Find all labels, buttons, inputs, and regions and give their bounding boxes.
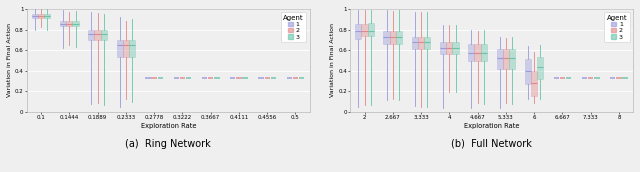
Bar [123, 40, 129, 57]
Bar [116, 40, 123, 57]
Bar [355, 24, 362, 39]
Y-axis label: Variation in Final Action: Variation in Final Action [7, 23, 12, 97]
Bar [396, 31, 402, 44]
Bar [88, 30, 95, 40]
Bar [452, 42, 459, 54]
Bar [503, 49, 509, 69]
Bar [468, 44, 474, 61]
Legend: 1, 2, 3: 1, 2, 3 [281, 12, 307, 42]
Bar [440, 42, 446, 54]
Bar [446, 42, 452, 54]
Bar [100, 30, 107, 40]
Bar [481, 44, 487, 61]
Bar [412, 37, 418, 49]
Bar [38, 14, 44, 18]
Bar [66, 21, 72, 26]
Bar [474, 44, 481, 61]
Bar [424, 37, 431, 49]
Bar [44, 14, 51, 18]
Y-axis label: Variation in Final Action: Variation in Final Action [330, 23, 335, 97]
X-axis label: Exploration Rate: Exploration Rate [141, 123, 196, 129]
Bar [525, 59, 531, 84]
Bar [95, 30, 100, 40]
Bar [383, 31, 390, 44]
Bar [362, 24, 367, 36]
Bar [418, 37, 424, 49]
Title: (a)  Ring Network: (a) Ring Network [125, 139, 211, 149]
Bar [129, 40, 135, 57]
Legend: 1, 2, 3: 1, 2, 3 [604, 12, 630, 42]
Bar [537, 57, 543, 79]
Bar [531, 71, 537, 96]
X-axis label: Exploration Rate: Exploration Rate [464, 123, 520, 129]
Bar [72, 21, 79, 26]
Title: (b)  Full Network: (b) Full Network [451, 139, 532, 149]
Bar [497, 49, 503, 69]
Bar [367, 23, 374, 36]
Bar [390, 31, 396, 44]
Bar [60, 21, 66, 26]
Bar [32, 14, 38, 18]
Bar [509, 49, 515, 69]
